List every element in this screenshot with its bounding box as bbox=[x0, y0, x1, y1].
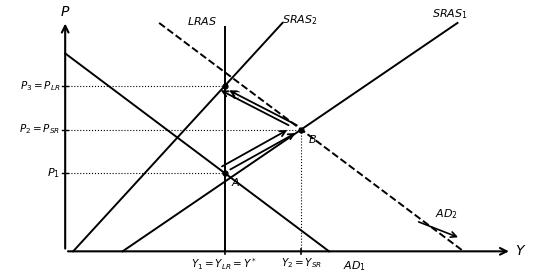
Text: $P$: $P$ bbox=[60, 5, 70, 19]
Text: $LRAS$: $LRAS$ bbox=[187, 15, 217, 27]
Text: $B$: $B$ bbox=[307, 133, 317, 145]
Text: $Y_1 = Y_{LR} = Y^*$: $Y_1 = Y_{LR} = Y^*$ bbox=[191, 257, 258, 272]
Text: $SRAS_2$: $SRAS_2$ bbox=[282, 14, 318, 27]
Text: $AD_2$: $AD_2$ bbox=[435, 207, 458, 221]
Text: $P_3 = P_{LR}$: $P_3 = P_{LR}$ bbox=[20, 79, 60, 93]
Text: $SRAS_1$: $SRAS_1$ bbox=[432, 7, 468, 21]
Text: $AD_1$: $AD_1$ bbox=[343, 259, 366, 273]
Text: $C$: $C$ bbox=[231, 89, 241, 101]
Text: $Y_2 = Y_{SR}$: $Y_2 = Y_{SR}$ bbox=[281, 257, 322, 270]
Text: $Y$: $Y$ bbox=[515, 244, 526, 258]
Text: $A$: $A$ bbox=[231, 176, 240, 188]
Text: $P_1$: $P_1$ bbox=[47, 166, 60, 180]
Text: $P_2 = P_{SR}$: $P_2 = P_{SR}$ bbox=[19, 123, 60, 136]
